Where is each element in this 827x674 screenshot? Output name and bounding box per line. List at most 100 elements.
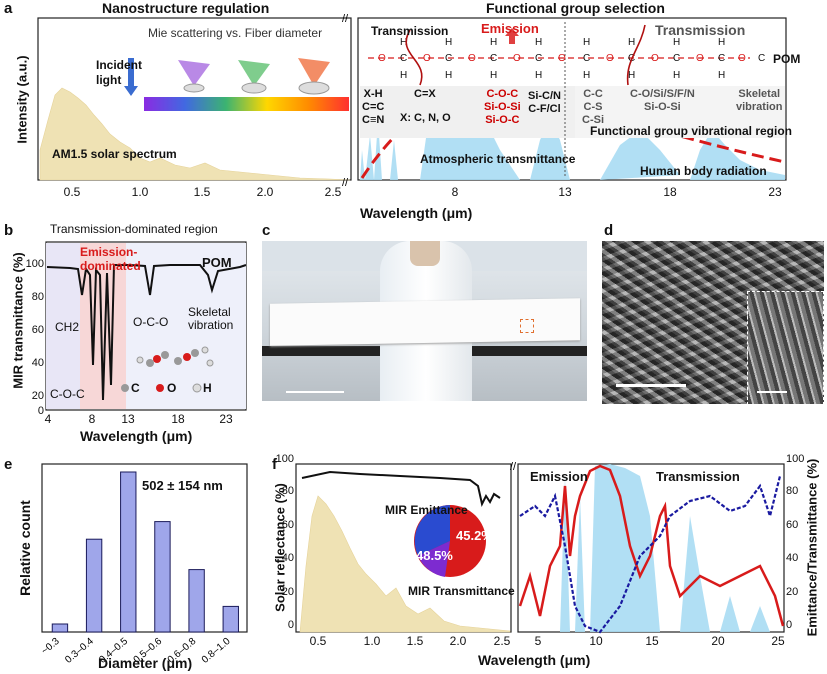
panel-e-annotation: 502 ± 154 nm bbox=[142, 478, 223, 493]
histogram-bar-3 bbox=[154, 521, 171, 633]
panel-b-xticks: 4 8 13 18 23 bbox=[36, 412, 256, 426]
svg-text:H: H bbox=[490, 37, 497, 48]
f-xtick-l-3: 2.0 bbox=[449, 634, 467, 648]
f-xtick-l-0: 0.5 bbox=[309, 634, 327, 648]
functional-group-0: X-H C=C C≡N bbox=[362, 88, 385, 126]
annotation-skeletal: Skeletal vibration bbox=[188, 305, 234, 332]
panel-a-transmission-right: Transmission bbox=[655, 22, 746, 38]
f-xtick-r-4: 25 bbox=[771, 634, 785, 648]
f-xtick-l-4: 2.5 bbox=[493, 634, 511, 648]
b-xtick-4: 23 bbox=[219, 412, 233, 426]
svg-text:H: H bbox=[673, 37, 680, 48]
b-xtick-3: 18 bbox=[171, 412, 185, 426]
panel-b-yticks: 100 80 60 40 20 0 bbox=[18, 240, 44, 417]
histogram-chart: ~0.3 0.3–0.4 0.4–0.5 0.5–0.6 0.6–0.8 0.8–1.0 bbox=[39, 463, 248, 666]
panel-a-xticks: 0.5 1.0 1.5 2.0 2.5 8 13 18 23 bbox=[0, 185, 827, 201]
a-xtick-r-3: 23 bbox=[768, 185, 782, 199]
histogram-bar-5 bbox=[222, 605, 239, 633]
a-xtick-r-1: 13 bbox=[558, 185, 572, 199]
a-xtick-r-2: 18 bbox=[663, 185, 677, 199]
svg-text:C: C bbox=[718, 53, 725, 64]
panel-a-title-right: Functional group selection bbox=[486, 0, 665, 16]
svg-text:H: H bbox=[673, 70, 680, 81]
sem-image bbox=[602, 241, 824, 404]
panel-f-label: f bbox=[272, 456, 277, 473]
svg-text:H: H bbox=[535, 70, 542, 81]
panel-a-incident: Incident light bbox=[96, 58, 143, 87]
svg-text:H: H bbox=[445, 37, 452, 48]
svg-text:O: O bbox=[738, 53, 746, 64]
a-xtick-l-1: 1.0 bbox=[131, 185, 149, 199]
panel-a-body: Human body radiation bbox=[640, 164, 767, 178]
panel-a-mie: Mie scattering vs. Fiber diameter bbox=[148, 26, 323, 40]
f-ytick-l-4: 80 bbox=[281, 485, 294, 497]
svg-text:C: C bbox=[400, 53, 407, 64]
svg-text://: // bbox=[342, 13, 349, 25]
f-ytick-r-5: 100 bbox=[786, 453, 805, 465]
svg-text://: // bbox=[510, 461, 517, 473]
svg-text:H: H bbox=[628, 70, 635, 81]
functional-group-5: C-C C-S C-Si bbox=[582, 88, 604, 126]
f-ytick-r-0: 0 bbox=[786, 619, 793, 631]
svg-text:O: O bbox=[378, 53, 386, 64]
fabric-photo bbox=[262, 241, 587, 401]
panel-a-fgv: Functional group vibrational region bbox=[590, 124, 793, 138]
svg-text:H: H bbox=[445, 70, 452, 81]
svg-text:O: O bbox=[606, 53, 614, 64]
b-ytick-4: 20 bbox=[31, 390, 44, 402]
panel-b-xlabel: Wavelength (μm) bbox=[80, 428, 193, 444]
b-ytick-0: 100 bbox=[25, 258, 44, 270]
svg-text:C: C bbox=[583, 53, 590, 64]
panel-a-ylabel: Intensity (a.u.) bbox=[14, 55, 30, 144]
pie-title: MIR Emittance bbox=[385, 503, 468, 517]
functional-group-2: X: C, N, O bbox=[400, 112, 451, 124]
b-ytick-5: 0 bbox=[37, 405, 44, 417]
b-ytick-2: 60 bbox=[31, 324, 44, 336]
functional-group-7: Skeletal vibration bbox=[736, 88, 783, 113]
panel-a-title-left: Nanostructure regulation bbox=[102, 0, 270, 16]
svg-text:O: O bbox=[468, 53, 476, 64]
functional-group-table: X-H C=C C≡N C=X X: C, N, O C-O-C Si-O-Si Si-O-C… bbox=[360, 88, 783, 136]
svg-text:O: O bbox=[651, 53, 659, 64]
functional-group-4: Si-C/N C-F/Cl bbox=[528, 90, 561, 115]
a-xtick-l-3: 2.0 bbox=[256, 185, 274, 199]
a-xtick-l-4: 2.5 bbox=[324, 185, 342, 199]
pie-transmittance-value: 48.5% bbox=[416, 548, 453, 563]
svg-text:H: H bbox=[583, 37, 590, 48]
b-xtick-2: 13 bbox=[121, 412, 135, 426]
legend-o: O bbox=[167, 381, 177, 395]
pie-transmittance-label: MIR Transmittance bbox=[408, 584, 515, 598]
svg-text://: // bbox=[342, 177, 349, 189]
f-xtick-r-0: 5 bbox=[534, 634, 542, 648]
svg-text:H: H bbox=[718, 70, 725, 81]
annotation-coc: C-O-C bbox=[50, 387, 85, 401]
panel-f-emission: Emission bbox=[530, 469, 588, 484]
svg-text:O: O bbox=[423, 53, 431, 64]
panel-b-chart bbox=[45, 241, 247, 411]
svg-text:C: C bbox=[535, 53, 542, 64]
a-xtick-l-0: 0.5 bbox=[63, 185, 81, 199]
f-xtick-r-2: 15 bbox=[645, 634, 659, 648]
f-ytick-l-1: 20 bbox=[281, 586, 294, 598]
panel-f-xticks: 0.5 1.0 1.5 2.0 2.5 5 10 15 20 25 bbox=[0, 634, 827, 648]
panel-b-title: Transmission-dominated region bbox=[50, 222, 218, 236]
functional-group-1: C=X bbox=[414, 88, 436, 100]
panel-b-pom: POM bbox=[202, 255, 232, 270]
f-ytick-l-3: 60 bbox=[281, 519, 294, 531]
pie-emittance-value: 45.2% bbox=[456, 528, 493, 543]
f-ytick-r-4: 80 bbox=[786, 485, 799, 497]
svg-text:H: H bbox=[583, 70, 590, 81]
b-ytick-1: 80 bbox=[31, 291, 44, 303]
histogram-bar-4 bbox=[188, 569, 205, 633]
svg-text:C: C bbox=[673, 53, 680, 64]
svg-text:H: H bbox=[535, 37, 542, 48]
f-ytick-l-0: 0 bbox=[287, 619, 294, 631]
panel-a-xlabel: Wavelength (μm) bbox=[360, 205, 473, 221]
panel-a-transmission-left: Transmission bbox=[371, 24, 449, 38]
annotation-ch2: CH2 bbox=[55, 320, 80, 334]
functional-group-6: C-O/Si/S/F/N Si-O-Si bbox=[630, 88, 695, 113]
f-xtick-l-1: 1.0 bbox=[363, 634, 381, 648]
legend-h: H bbox=[203, 381, 212, 395]
svg-text:C: C bbox=[445, 53, 452, 64]
